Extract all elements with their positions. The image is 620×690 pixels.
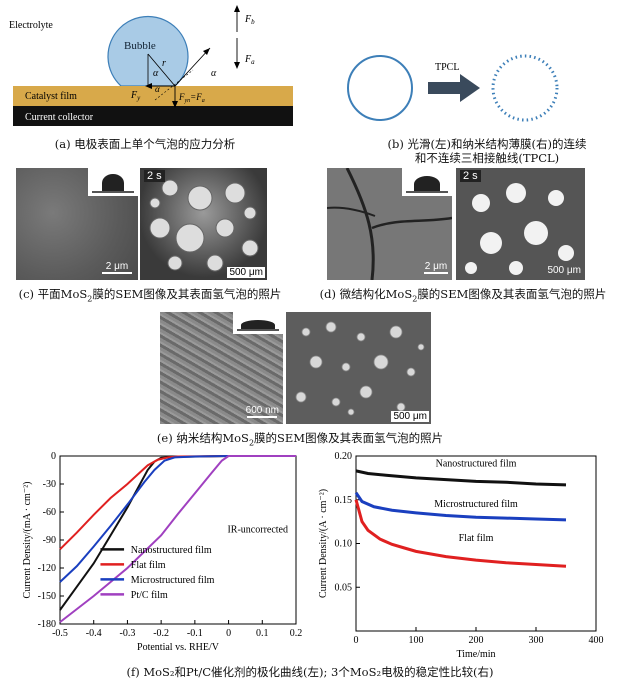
alpha-symbol-outer: α bbox=[211, 68, 217, 79]
y-tick-label: -180 bbox=[38, 619, 56, 630]
caption-f: (f) MoS₂和Pt/C催化剂的极化曲线(左); 3个MoS₂电极的稳定性比较… bbox=[126, 665, 494, 679]
y-tick-label: 0.05 bbox=[335, 582, 353, 593]
tpcl-diagram: TPCL bbox=[347, 54, 559, 122]
y-axis-label: Current Density/(mA · cm⁻²) bbox=[22, 482, 33, 599]
bubble-label: Bubble bbox=[124, 40, 156, 52]
legend-label: Nanostructured film bbox=[131, 545, 212, 556]
plot-frame bbox=[59, 455, 297, 625]
continuous-tpcl-ring bbox=[347, 55, 413, 121]
discontinuous-tpcl-ring bbox=[491, 54, 559, 122]
x-tick-label: 100 bbox=[409, 635, 424, 646]
alpha-symbol-inner: α bbox=[153, 68, 159, 79]
scale-bar-sem-micro: 2 μm bbox=[424, 261, 448, 274]
force-a-label: Fa bbox=[244, 54, 255, 66]
caption-a: (a) 电极表面上单个气泡的应力分析 bbox=[54, 137, 236, 151]
bubble bbox=[107, 15, 189, 87]
x-tick-label: 300 bbox=[529, 635, 544, 646]
caption-c: (c) 平面MoS2膜的SEM图像及其表面氢气泡的照片 bbox=[18, 287, 282, 304]
series-line-microstructured-film bbox=[354, 491, 567, 522]
y-tick-label: -30 bbox=[43, 479, 56, 490]
annotation-ir: IR-uncorrected bbox=[227, 525, 288, 536]
caption-b: (b) 光滑(左)和纳米结构薄膜(右)的连续 和不连续三相接触线(TPCL) bbox=[372, 137, 602, 165]
x-axis-label: Time/min bbox=[456, 649, 495, 660]
scale-bar-sem-nano: 600 nm bbox=[245, 405, 279, 418]
series-label: Microstructured film bbox=[434, 499, 518, 510]
bubbles-nano bbox=[295, 321, 425, 416]
force-yn-label: Fyn=Fa bbox=[178, 92, 205, 104]
force-b-label: Fb bbox=[244, 14, 255, 26]
y-tick-label: 0 bbox=[51, 451, 56, 462]
x-tick-label: -0.2 bbox=[153, 628, 169, 639]
y-tick-label: 0.10 bbox=[335, 539, 353, 550]
catalyst-film-label: Catalyst film bbox=[25, 91, 77, 102]
y-tick-label: -90 bbox=[43, 535, 56, 546]
current-collector bbox=[13, 106, 293, 126]
caption-b-line1: (b) 光滑(左)和纳米结构薄膜(右)的连续 bbox=[387, 137, 587, 151]
polarization-chart: -0.5 -0.4 -0.3 -0.2 -0.1 0 0.1 0.2 0 -30 -60 -90 -12… bbox=[22, 451, 303, 653]
caption-d: (d) 微结构化MoS2膜的SEM图像及其表面氢气泡的照片 bbox=[319, 287, 607, 304]
series-line-nanostructured-film bbox=[355, 469, 567, 487]
series-label: Nanostructured film bbox=[436, 459, 517, 470]
sem-image-nano: 600 nm bbox=[160, 312, 283, 424]
y-tick-label: -60 bbox=[43, 507, 56, 518]
sem-image-micro: 2 μm bbox=[327, 168, 452, 280]
series-line-microstructured-film bbox=[59, 455, 296, 583]
radius-symbol: r bbox=[162, 58, 166, 69]
contact-angle-inset-micro bbox=[402, 168, 452, 196]
series-label: Flat film bbox=[459, 533, 494, 544]
electrolyte-label: Electrolyte bbox=[9, 20, 53, 31]
contact-angle-inset-nano bbox=[233, 312, 283, 334]
series-line-pt-c-film bbox=[59, 455, 296, 623]
tpcl-label: TPCL bbox=[435, 62, 459, 73]
current-collector-label: Current collector bbox=[25, 112, 94, 123]
force-y-label: Fy bbox=[130, 90, 141, 102]
bubble-photo-flat: 2 s 500 μm bbox=[140, 168, 267, 280]
x-tick-label: -0.3 bbox=[120, 628, 136, 639]
y-tick-label: -120 bbox=[38, 563, 56, 574]
caption-b-line2: 和不连续三相接触线(TPCL) bbox=[414, 151, 560, 165]
x-tick-label: -0.1 bbox=[187, 628, 203, 639]
alpha-symbol-base: α bbox=[155, 84, 160, 94]
x-tick-label: 200 bbox=[469, 635, 484, 646]
tpcl-arrow bbox=[428, 74, 480, 102]
scale-bar-photo-micro: 500 μm bbox=[547, 265, 581, 276]
time-label-micro: 2 s bbox=[460, 170, 481, 182]
catalyst-film bbox=[13, 86, 293, 106]
x-tick-label: -0.4 bbox=[86, 628, 102, 639]
x-tick-label: 0.2 bbox=[290, 628, 303, 639]
stability-chart: 0 100 200 300 400 0.20 0.15 0.10 0.05 Time/min Cur… bbox=[318, 451, 604, 660]
x-axis-label: Potential vs. RHE/V bbox=[137, 642, 220, 653]
x-tick-label: 400 bbox=[589, 635, 604, 646]
x-tick-label: 0 bbox=[354, 635, 359, 646]
y-tick-label: 0.20 bbox=[335, 451, 353, 462]
time-label-flat: 2 s bbox=[144, 170, 165, 182]
sem-image-flat: 2 μm bbox=[16, 168, 138, 280]
y-axis-label: Current Density/(A · cm⁻²) bbox=[318, 489, 329, 598]
x-tick-label: -0.5 bbox=[52, 628, 68, 639]
bubble-photo-nano: 500 μm bbox=[286, 312, 431, 424]
y-tick-label: 0.15 bbox=[335, 495, 353, 506]
stress-diagram: Electrolyte Bubble Catalyst film Current… bbox=[9, 5, 293, 126]
bubbles-flat bbox=[149, 179, 259, 272]
bubble-photo-micro: 2 s 500 μm bbox=[456, 168, 585, 280]
legend-label: Microstructured film bbox=[131, 575, 215, 586]
scale-bar-photo-flat: 500 μm bbox=[227, 267, 265, 278]
caption-e: (e) 纳米结构MoS2膜的SEM图像及其表面氢气泡的照片 bbox=[156, 431, 444, 448]
series-line-flat-film bbox=[354, 499, 567, 568]
contact-angle-inset-flat bbox=[88, 168, 138, 196]
x-tick-label: 0.1 bbox=[256, 628, 269, 639]
legend-label: Pt/C film bbox=[131, 590, 168, 601]
scale-bar-photo-nano: 500 μm bbox=[391, 411, 429, 422]
bubbles-micro bbox=[465, 183, 574, 275]
scale-bar-sem-flat: 2 μm bbox=[102, 261, 132, 274]
legend-label: Flat film bbox=[131, 560, 166, 571]
x-tick-label: 0 bbox=[226, 628, 231, 639]
y-tick-label: -150 bbox=[38, 591, 56, 602]
